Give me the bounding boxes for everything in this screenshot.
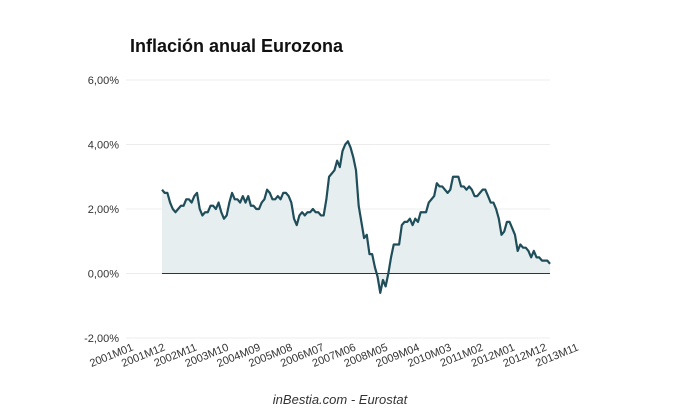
y-tick-label: 4,00% [88,140,119,152]
x-axis-ticks: 2001M012001M122002M112003M102004M092005M… [88,342,580,370]
y-tick-label: 6,00% [88,75,119,87]
y-tick-label: 0,00% [88,269,119,281]
y-tick-label: 2,00% [88,204,119,216]
inflation-area [162,141,550,293]
chart-source: inBestia.com - Eurostat [272,392,408,407]
y-tick-label: -2,00% [84,333,119,345]
y-axis-ticks: 6,00% 4,00% 2,00% 0,00% -2,00% [84,75,119,345]
chart-title: Inflación anual Eurozona [130,36,344,56]
inflation-line [161,140,551,294]
